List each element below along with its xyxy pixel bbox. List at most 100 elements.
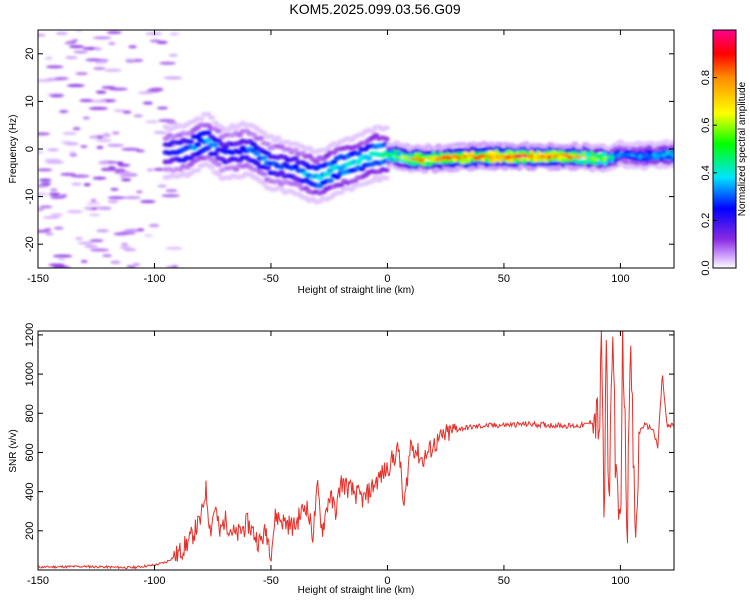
spectrogram-cell [92,36,112,40]
spectrogram-cell [153,167,165,171]
y-tick-label: 1200 [24,323,36,347]
colorbar-tick-label: 0.2 [700,213,712,228]
spectrogram-cell [89,248,110,252]
spectrogram-cell [323,146,331,152]
spectrogram-cell [263,141,272,147]
spectrogram-cell [84,244,98,248]
y-tick-label: 1000 [24,362,36,386]
spectrogram-cell [165,189,178,193]
spectrogram-cell [382,175,390,181]
spectrogram-cell [354,159,362,165]
spectrogram-cell [337,182,345,188]
snr-frame [37,330,675,571]
y-tick-label: 600 [24,443,36,461]
spectrogram-cell [176,167,184,172]
spectrogram-cell [368,178,376,184]
spectrogram-cell [85,58,102,62]
spectrogram-cell [316,175,324,181]
spectrogram-cell [107,143,124,147]
spectrogram-cell [38,184,49,188]
snr-x-ticks: -150 -100 -50 0 50 100 [27,331,630,587]
colorbar-tick-label: 0.4 [700,165,712,180]
snr-panel: -150 -100 -50 0 50 100 200 400 600 800 1000 1200 H… [8,323,675,596]
spectrogram-cell [291,147,300,153]
spectrogram-cell [45,232,54,236]
spectrogram-cell [38,208,44,212]
spectrogram-cell [53,226,64,230]
spectrogram-cell [295,182,303,188]
spectrogram-cell [77,241,94,245]
spectrogram-cell [337,190,345,196]
spectrogram-cell [127,265,136,268]
x-tick-label: 100 [611,273,629,285]
x-tick-label: 100 [611,575,629,587]
spectrogram-cell [89,239,104,243]
spectrogram-cell [382,167,390,173]
spectrogram-cell [204,138,212,143]
spectrogram-cell [277,186,286,192]
spectrogram-cell [249,132,258,138]
spectrogram-cell [153,130,164,134]
spectrogram-cell [46,65,64,69]
spectrogram-cell [169,32,180,36]
spectrogram-cell [382,125,390,131]
spectrogram-heatmap [38,30,674,268]
spectrogram-cell [86,202,101,206]
spectrogram-cell [111,131,120,135]
spectrogram-cell [120,242,129,246]
x-tick-label: 50 [498,575,510,587]
spectrogram-cell [132,58,144,62]
figure-title: KOM5.2025.099.03.56.G09 [289,1,460,17]
y-tick-label: 400 [24,482,36,500]
spectrogram-cell [97,161,110,165]
spectrogram-x-label: Height of straight line (km) [298,285,415,296]
spectrogram-cell [62,131,77,135]
spectrogram-cell [73,50,88,54]
spectrogram-cell [193,168,202,173]
spectrogram-cell [117,163,131,167]
spectrogram-cell [207,115,216,121]
snr-y-ticks: 200 400 600 800 1000 1200 [24,323,674,540]
y-tick-label: -10 [24,189,36,205]
spectrogram-cell [50,188,58,192]
spectrogram-cell [403,143,411,148]
colorbar: 0.0 0.2 0.4 0.6 0.8 Normalized spectral ampl… [700,29,748,276]
colorbar-tick-label: 0.6 [700,118,712,133]
spectrogram-cell [204,130,212,136]
spectrogram-cell [260,181,268,186]
spectrogram-cell [132,263,141,267]
spectrogram-cell [149,39,162,43]
spectrogram-cell [122,110,132,114]
spectrogram-cell [136,190,143,194]
spectrogram-cell [94,206,112,210]
spectrogram-cell [47,148,59,152]
spectrogram-cell [133,114,144,118]
spectrogram-cell [66,210,84,214]
spectrogram-cell [58,257,66,261]
y-tick-label: 10 [24,95,36,107]
spectrogram-cell [123,196,141,200]
spectrogram-cell [274,135,282,141]
y-tick-label: 20 [24,48,36,60]
spectrogram-cell [69,151,77,155]
spectrogram-cell [193,142,202,148]
spectrogram-cell [38,192,48,196]
spectrogram-cell [109,87,128,91]
spectrogram-cell [93,47,103,51]
spectrogram-cell [135,149,145,153]
spectrogram-cell [45,160,65,164]
spectrogram-cell [316,183,324,189]
spectrogram-cell [50,213,64,217]
spectrogram-cell [38,33,46,37]
spectrogram-cell [214,162,223,167]
spectrogram-cell [64,41,76,45]
spectrogram-cell [214,171,223,177]
spectrogram-cell [260,155,268,161]
spectrogram-cell [42,215,61,219]
colorbar-ticks: 0.0 0.2 0.4 0.6 0.8 [700,70,717,276]
spectrogram-cell [157,106,169,110]
spectrogram-cell [54,77,69,81]
spectrogram-cell [260,171,268,177]
y-tick-label: 0 [24,146,36,152]
